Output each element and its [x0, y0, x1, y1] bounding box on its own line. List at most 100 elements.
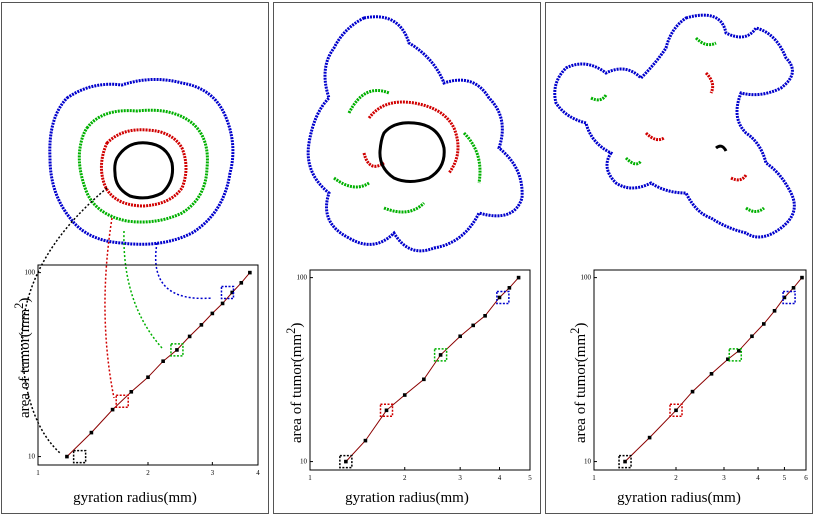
y-tick-label: 10: [28, 453, 36, 461]
plot-frame: [37, 264, 259, 466]
tumor-contours-2: [306, 15, 524, 253]
contour-red: [644, 71, 748, 182]
panel-1-figure: 1 2 3 4 10 100: [21, 78, 260, 477]
data-point: [402, 393, 407, 397]
data-point: [422, 377, 426, 382]
chart-1: 1 2 3 4 10 100: [25, 264, 260, 477]
data-point: [344, 459, 348, 464]
data-point: [458, 334, 462, 339]
data-point: [483, 314, 487, 318]
xlabel-2: gyration radius(mm): [345, 490, 469, 506]
x-tick-label: 4: [498, 474, 502, 482]
highlight-box: [379, 403, 394, 418]
data-point: [230, 290, 235, 295]
x-tick-label: 1: [36, 469, 40, 477]
data-point: [690, 389, 695, 394]
x-tick-label: 2: [146, 469, 150, 477]
data-point: [761, 322, 766, 326]
data-point: [750, 334, 754, 339]
x-tick-label: 5: [783, 474, 787, 482]
y-tick-label: 10: [584, 458, 592, 466]
x-tick-label: 3: [211, 469, 215, 477]
y-tick-label: 10: [300, 458, 308, 466]
contour-green: [333, 89, 482, 214]
data-point: [497, 295, 502, 300]
highlight-box: [72, 449, 87, 464]
x-tick-label: 4: [756, 474, 760, 482]
contour-green: [590, 36, 765, 213]
chart-3: 1 2 3 4 5 6 10 100: [581, 269, 808, 482]
data-point: [175, 348, 179, 352]
data-point: [146, 375, 150, 380]
x-tick-label: 5: [528, 474, 532, 482]
series-line: [624, 277, 803, 462]
connector-arrows-1: [21, 187, 213, 454]
data-point: [187, 334, 192, 339]
xlabel-1: gyration radius(mm): [73, 490, 197, 506]
ylabel-3: area of tumor(mm2): [568, 322, 589, 443]
data-point: [782, 295, 787, 300]
data-point: [161, 359, 165, 363]
y-tick-label: 100: [25, 269, 36, 277]
tumor-contours-3: [553, 13, 796, 239]
contour-black: [715, 144, 728, 152]
plot-frame: [309, 269, 531, 471]
x-tick-label: 4: [256, 469, 260, 477]
contour-red: [100, 128, 188, 208]
highlight-box: [669, 403, 683, 418]
highlight-box: [496, 290, 510, 305]
panel-2: 1 2 3 4 5 10 100 area of tumor(mm2) gyration r…: [273, 2, 541, 514]
tumor-contours-1: [48, 78, 235, 246]
data-point: [709, 372, 714, 376]
highlight-box: [170, 343, 184, 357]
contour-blue: [553, 13, 796, 239]
arrow-blue: [155, 242, 213, 300]
data-point: [129, 389, 134, 394]
x-tick-label: 2: [403, 474, 407, 482]
data-point: [726, 357, 730, 362]
data-point: [65, 454, 69, 459]
panel-3-figure: 1 2 3 4 5 6 10 100: [553, 13, 808, 482]
panel-1: 1 2 3 4 10 100 area of tumor(mm2) gyration ra…: [1, 2, 269, 514]
data-point: [623, 459, 627, 464]
data-point: [791, 286, 796, 290]
y-tick-label: 100: [297, 274, 308, 282]
data-point: [438, 353, 443, 357]
data-point: [220, 301, 225, 306]
series-line: [345, 277, 519, 462]
arrow-green: [123, 230, 163, 349]
data-point: [800, 275, 804, 280]
data-point: [674, 408, 678, 413]
x-tick-label: 6: [804, 474, 808, 482]
arrow-red: [104, 217, 115, 399]
data-point: [516, 275, 521, 280]
contour-black: [378, 121, 446, 183]
data-point: [471, 323, 476, 328]
data-point: [736, 349, 741, 353]
xlabel-3: gyration radius(mm): [617, 490, 741, 506]
ylabel-2: area of tumor(mm2): [284, 322, 305, 443]
data-point: [89, 430, 94, 435]
panel-3: 1 2 3 4 5 6 10 100 area of tumor(mm2) gyration …: [545, 2, 813, 514]
highlight-box: [728, 348, 743, 362]
data-point: [384, 408, 389, 413]
data-point: [210, 311, 215, 316]
panel-2-figure: 1 2 3 4 5 10 100: [297, 15, 532, 482]
series-line: [66, 272, 251, 457]
data-point: [507, 286, 512, 290]
data-point: [647, 435, 652, 440]
chart-2: 1 2 3 4 5 10 100: [297, 269, 532, 482]
contour-blue: [48, 78, 235, 246]
contour-blue: [306, 15, 524, 253]
x-tick-label: 3: [458, 474, 462, 482]
y-tick-label: 100: [581, 274, 592, 282]
plot-frame: [593, 269, 807, 471]
data-point: [239, 281, 244, 285]
data-point: [199, 323, 204, 327]
arrow-black: [21, 187, 108, 454]
x-tick-label: 1: [592, 474, 596, 482]
ylabel-1: area of tumor(mm2): [12, 297, 33, 418]
highlight-box: [220, 285, 235, 300]
x-tick-label: 3: [722, 474, 726, 482]
contour-black: [113, 141, 174, 200]
